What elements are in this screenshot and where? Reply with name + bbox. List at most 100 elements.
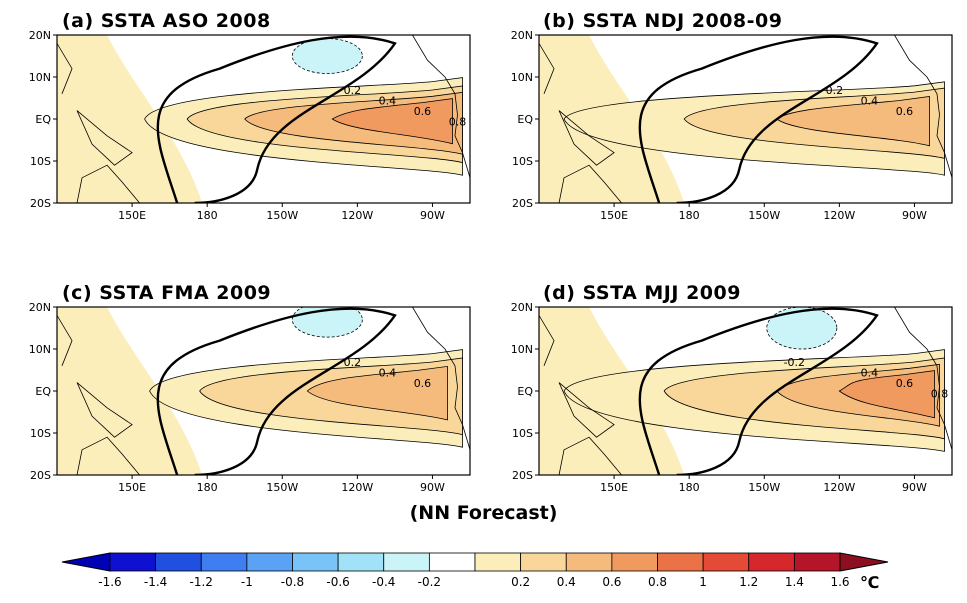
coastline-east-b bbox=[894, 35, 952, 178]
contour-label: 0.4 bbox=[379, 366, 397, 379]
map-panel-c: 20N 10N EQ 10S 20S 150E 180 150W 120W 90W 0.2 0.4 0.… bbox=[29, 301, 471, 494]
warm-pool-region-c bbox=[57, 307, 203, 475]
x-tick-label: 180 bbox=[679, 209, 700, 222]
x-tick-label: 150W bbox=[266, 209, 298, 222]
colorbar-swatch bbox=[702, 552, 750, 572]
x-tick-label: 90W bbox=[420, 481, 445, 494]
x-tick-label: 150W bbox=[748, 481, 780, 494]
colorbar-tick-label: 1.6 bbox=[830, 575, 849, 589]
y-tick-label: EQ bbox=[35, 113, 51, 126]
cold-anomaly-patch-d bbox=[766, 307, 838, 350]
contour-level-4-a bbox=[331, 98, 453, 145]
y-tick-label: 20N bbox=[29, 301, 51, 314]
y-tick-label: 20S bbox=[30, 197, 51, 210]
colorbar-tick-label: -0.6 bbox=[326, 575, 349, 589]
panel-title-d: (d) SSTA MJJ 2009 bbox=[543, 282, 741, 304]
warm-pool-region-a bbox=[57, 35, 203, 203]
y-tick-label: EQ bbox=[517, 113, 533, 126]
x-tick-label: 120W bbox=[341, 209, 373, 222]
x-tick-label: 150E bbox=[118, 209, 146, 222]
contour-label: 0.4 bbox=[861, 366, 879, 379]
colorbar-swatch bbox=[155, 552, 202, 572]
zero-contour-c bbox=[156, 307, 397, 475]
x-tick-label: 150W bbox=[266, 481, 298, 494]
contour-label: -0.2 bbox=[784, 356, 805, 369]
panel-title-b: (b) SSTA NDJ 2008-09 bbox=[543, 10, 783, 32]
contour-label: 0.6 bbox=[414, 377, 432, 390]
colorbar-tick-label: -1.2 bbox=[190, 575, 213, 589]
colorbar-tick-label: 0.8 bbox=[648, 575, 667, 589]
coastline-west-b bbox=[539, 43, 623, 203]
colorbar-tick-label: -0.4 bbox=[372, 575, 395, 589]
contour-label: 0.2 bbox=[344, 84, 362, 97]
contour-label: 0.8 bbox=[449, 115, 467, 128]
contour-label: 0.6 bbox=[414, 105, 432, 118]
y-tick-label: 10N bbox=[29, 343, 51, 356]
y-tick-label: 10N bbox=[511, 343, 533, 356]
x-tick-label: 150E bbox=[600, 209, 628, 222]
y-tick-label: 20N bbox=[511, 301, 533, 314]
y-tick-label: 10S bbox=[30, 427, 51, 440]
panel-title-c: (c) SSTA FMA 2009 bbox=[62, 282, 272, 304]
y-tick-label: 10S bbox=[512, 427, 533, 440]
colorbar-swatch bbox=[474, 552, 522, 572]
contour-label: 0.6 bbox=[896, 377, 914, 390]
y-tick-label: 20S bbox=[512, 197, 533, 210]
colorbar-swatch bbox=[657, 552, 704, 572]
colorbar-swatch bbox=[793, 552, 841, 572]
cold-anomaly-patch-c bbox=[291, 307, 363, 338]
x-tick-label: 150E bbox=[118, 481, 146, 494]
map-panel-d: 20N 10N EQ 10S 20S 150E 180 150W 120W 90W -0.2 0.4 0… bbox=[511, 301, 953, 494]
map-panel-b: 20N 10N EQ 10S 20S 150E 180 150W 120W 90W 0.2 0.4 0.… bbox=[511, 29, 953, 222]
colorbar-swatch bbox=[520, 552, 567, 572]
colorbar-left-triangle bbox=[61, 552, 111, 572]
colorbar-tick-label: 0.2 bbox=[511, 575, 530, 589]
x-tick-label: 180 bbox=[197, 481, 218, 494]
y-tick-label: EQ bbox=[517, 385, 533, 398]
colorbar-tick-label: -0.8 bbox=[281, 575, 304, 589]
colorbar-swatch bbox=[109, 552, 157, 572]
coastline-west-a bbox=[57, 43, 141, 203]
y-tick-label: 10S bbox=[30, 155, 51, 168]
zero-contour-b bbox=[638, 35, 879, 203]
y-tick-label: 20S bbox=[30, 469, 51, 482]
x-tick-label: 120W bbox=[341, 481, 373, 494]
y-tick-label: 20N bbox=[511, 29, 533, 42]
x-tick-label: 150W bbox=[748, 209, 780, 222]
x-tick-label: 180 bbox=[197, 209, 218, 222]
map-panel-a: 20N 10N EQ 10S 20S 150E 180 150W 120W 90W 0.2 0.4 0.… bbox=[29, 29, 471, 222]
contour-label: 0.4 bbox=[861, 94, 879, 107]
colorbar-tick-label: -1.6 bbox=[98, 575, 121, 589]
colorbar-tick-label: -1 bbox=[241, 575, 253, 589]
contour-label: 0.2 bbox=[826, 84, 844, 97]
x-tick-label: 120W bbox=[823, 209, 855, 222]
coastline-west-d bbox=[539, 315, 623, 475]
zero-contour-d bbox=[638, 307, 879, 475]
y-tick-label: 10N bbox=[29, 71, 51, 84]
colorbar-tick-label: 1.4 bbox=[785, 575, 804, 589]
colorbar-tick-label: -0.2 bbox=[418, 575, 441, 589]
contour-level-3-c bbox=[306, 365, 448, 421]
colorbar-right-triangle bbox=[839, 552, 889, 572]
colorbar-swatch bbox=[292, 552, 339, 572]
coastline-east-a bbox=[412, 35, 470, 178]
coastline-east-c bbox=[412, 307, 470, 450]
colorbar-swatch bbox=[428, 552, 476, 572]
colorbar-unit: ℃ bbox=[860, 573, 879, 592]
colorbar: -1.6 -1.4 -1.2 -1 -0.8 -0.6 -0.4 -0.2 0.2 0.4 0.6 0… bbox=[61, 552, 889, 592]
coastline-east-d bbox=[894, 307, 952, 450]
y-tick-label: 10N bbox=[511, 71, 533, 84]
y-tick-label: 10S bbox=[512, 155, 533, 168]
colorbar-swatch bbox=[246, 552, 293, 572]
x-tick-label: 120W bbox=[823, 481, 855, 494]
colorbar-tick-label: -1.4 bbox=[144, 575, 167, 589]
contour-label: 0.6 bbox=[896, 105, 914, 118]
colorbar-swatch bbox=[748, 552, 795, 572]
x-tick-label: 90W bbox=[902, 209, 927, 222]
coastline-west-c bbox=[57, 315, 141, 475]
colorbar-swatch bbox=[200, 552, 248, 572]
colorbar-tick-label: 1 bbox=[699, 575, 707, 589]
y-tick-label: 20N bbox=[29, 29, 51, 42]
colorbar-swatch bbox=[337, 552, 385, 572]
cold-anomaly-patch-a bbox=[291, 38, 363, 74]
